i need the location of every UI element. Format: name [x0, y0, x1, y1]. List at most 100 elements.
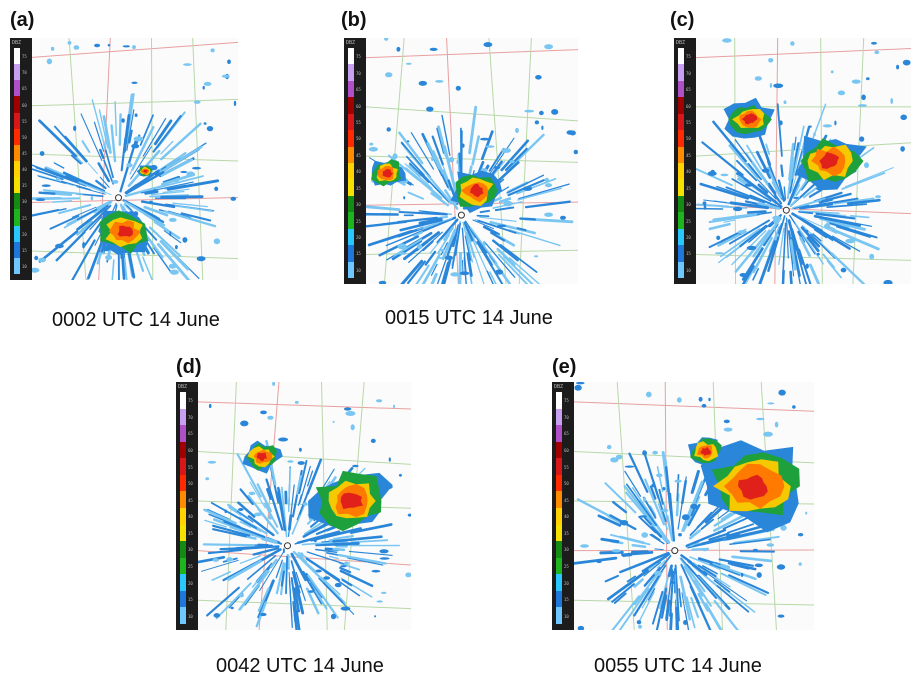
clutter-streak: [477, 219, 517, 234]
clutter-streak: [153, 119, 173, 146]
clutter-streak: [782, 222, 787, 276]
colorbar-tick-label: 35: [564, 530, 569, 536]
scattered-echo: [523, 186, 533, 192]
scattered-echo: [639, 515, 647, 518]
clutter-streak: [277, 490, 283, 510]
scattered-echo: [393, 404, 395, 409]
scattered-echo: [701, 403, 707, 408]
clutter-streak: [655, 587, 668, 630]
scattered-echo: [248, 491, 256, 496]
scattered-echo: [493, 166, 501, 170]
scattered-echo: [343, 407, 352, 411]
reflectivity-colorbar: DBZ 75 70 65 60 55 50 45 40 35 30 25 20 15 10: [344, 38, 366, 284]
radar-map-svg: [348, 38, 578, 284]
colorbar-tick-label: 35: [188, 530, 193, 536]
reflectivity-colorbar: DBZ 75 70 65 60 55 50 45 40 35 30 25 20 15 10: [552, 382, 574, 630]
colorbar-segment: [14, 193, 20, 210]
scattered-echo: [302, 502, 308, 506]
panel-caption: 0055 UTC 14 June: [594, 655, 762, 677]
scattered-echo: [46, 58, 53, 65]
clutter-streak: [153, 247, 173, 275]
clutter-streak: [163, 210, 217, 228]
scattered-echo: [539, 110, 544, 116]
radar-site-marker: [457, 211, 465, 219]
clutter-streak: [637, 591, 655, 625]
clutter-streak: [480, 130, 494, 160]
colorbar-tick-label: 75: [22, 54, 27, 60]
scattered-echo: [268, 513, 273, 520]
scattered-echo: [501, 148, 511, 153]
colorbar-segment: [180, 541, 186, 558]
map-boundary-line: [695, 48, 911, 59]
scattered-echo: [371, 569, 381, 573]
storm-echo: [382, 169, 393, 178]
colorbar-segment: [14, 177, 20, 194]
clutter-streak: [600, 537, 620, 544]
colorbar-segment: [678, 64, 684, 81]
clutter-streak: [508, 257, 541, 284]
clutter-streak: [465, 231, 475, 258]
clutter-streak: [259, 552, 284, 592]
clutter-streak: [799, 203, 834, 210]
clutter-streak: [339, 566, 352, 574]
colorbar-segment: [348, 163, 354, 180]
scattered-echo: [73, 125, 77, 131]
scattered-echo: [126, 163, 133, 168]
colorbar-segment: [348, 179, 354, 196]
colorbar-segment: [348, 48, 354, 65]
clutter-streak: [417, 217, 453, 230]
scattered-echo: [851, 79, 861, 84]
clutter-streak: [751, 161, 770, 186]
clutter-streak: [689, 556, 721, 570]
clutter-streak: [365, 205, 401, 212]
clutter-streak: [202, 543, 255, 547]
scattered-echo: [515, 127, 519, 133]
scattered-echo: [737, 230, 748, 235]
scattered-echo: [332, 420, 335, 423]
clutter-streak: [110, 124, 117, 163]
clutter-streak: [78, 181, 105, 193]
scattered-echo: [107, 44, 111, 47]
colorbar-segment: [556, 458, 562, 475]
clutter-streak: [720, 512, 733, 521]
colorbar-tick-label: 25: [188, 564, 193, 569]
clutter-streak: [471, 135, 480, 166]
scattered-echo: [55, 243, 64, 249]
scattered-echo: [723, 419, 730, 424]
clutter-streak: [239, 555, 261, 564]
clutter-streak: [749, 194, 782, 209]
clutter-streak: [731, 555, 773, 563]
clutter-streak: [697, 564, 717, 578]
clutter-streak: [429, 239, 442, 254]
clutter-streak: [212, 528, 247, 538]
scattered-echo: [752, 548, 758, 552]
colorbar-tick-label: 20: [356, 234, 361, 240]
scattered-echo: [459, 271, 470, 276]
clutter-streak: [808, 263, 820, 284]
colorbar-segment: [556, 557, 562, 575]
scattered-echo: [388, 457, 391, 462]
clutter-streak: [442, 257, 452, 284]
clutter-streak: [409, 162, 430, 184]
clutter-streak: [517, 187, 563, 201]
clutter-streak: [210, 502, 257, 529]
clutter-streak: [406, 260, 427, 284]
scattered-echo: [772, 227, 776, 230]
clutter-streak: [702, 565, 718, 575]
clutter-streak: [162, 188, 190, 193]
scattered-echo: [397, 252, 407, 255]
scattered-echo: [186, 171, 195, 177]
clutter-streak: [367, 229, 414, 247]
panel-caption: 0002 UTC 14 June: [52, 309, 220, 331]
scattered-echo: [202, 85, 205, 90]
scattered-echo: [230, 196, 237, 201]
clutter-streak: [697, 592, 709, 612]
colorbar-tick-label: 35: [356, 185, 361, 191]
clutter-streak: [162, 175, 181, 184]
colorbar-segment: [678, 48, 684, 65]
colorbar-tick-label: 70: [356, 70, 361, 76]
clutter-streak: [821, 192, 852, 203]
scattered-echo: [67, 41, 72, 45]
colorbar-unit: DBZ: [554, 384, 564, 390]
clutter-streak: [746, 144, 763, 171]
